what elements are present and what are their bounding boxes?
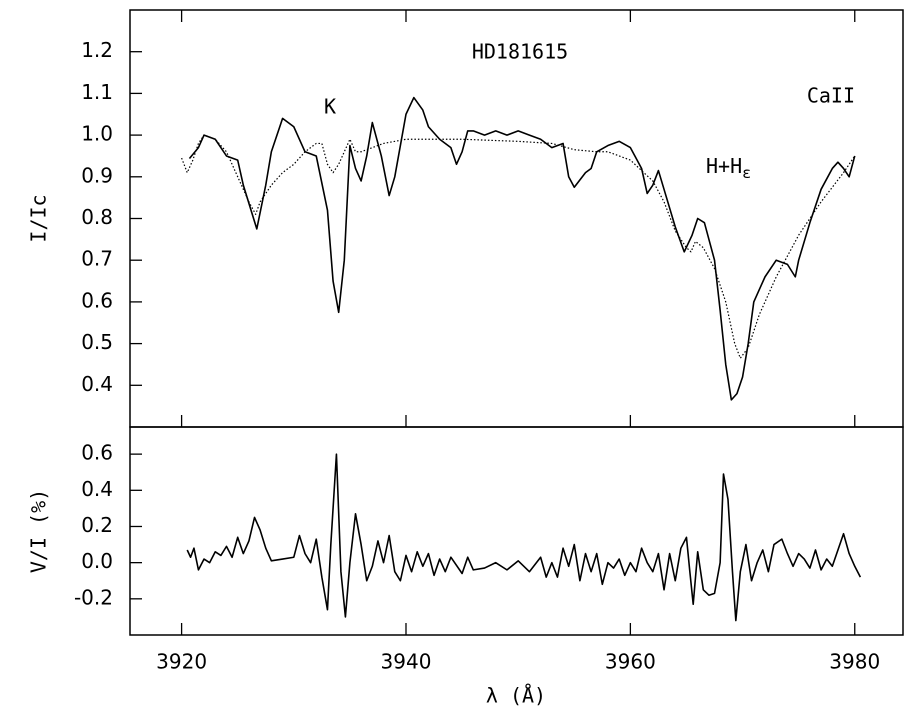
annotation: CaII xyxy=(807,84,855,108)
y-axis-label: I/Ic xyxy=(27,194,51,242)
y-axis-label: V/I (%) xyxy=(27,489,51,573)
panel-frame xyxy=(129,426,904,636)
annotation-subscript: ε xyxy=(742,164,751,182)
x-tick-label: 3920 xyxy=(156,650,207,674)
y-tick-label: 1.1 xyxy=(81,80,113,104)
x-tick-label: 3960 xyxy=(605,650,656,674)
annotation: K xyxy=(324,95,336,119)
annotation-main: H+H xyxy=(706,154,742,178)
y-tick-label: 1.0 xyxy=(81,122,113,146)
x-tick-label: 3980 xyxy=(829,650,880,674)
y-tick-label: 0.0 xyxy=(81,549,113,573)
data-line xyxy=(181,134,856,359)
panel-frame xyxy=(129,9,904,428)
x-tick-label: 3940 xyxy=(381,650,432,674)
annotation: H+Hε xyxy=(706,154,751,182)
chart-title: HD181615 xyxy=(472,40,568,64)
y-tick-label: 0.4 xyxy=(81,477,113,501)
y-tick-label: 0.2 xyxy=(81,513,113,537)
data-line xyxy=(188,96,856,401)
y-tick-label: 1.2 xyxy=(81,38,113,62)
y-tick-label: 0.7 xyxy=(81,247,113,271)
y-tick-label: -0.2 xyxy=(74,585,113,609)
y-tick-label: 0.6 xyxy=(81,441,113,465)
y-tick-label: 0.5 xyxy=(81,330,113,354)
y-tick-label: 0.6 xyxy=(81,288,113,312)
y-tick-label: 0.4 xyxy=(81,372,113,396)
y-tick-label: 0.8 xyxy=(81,205,113,229)
y-tick-label: 0.9 xyxy=(81,163,113,187)
x-axis-label: λ (Å) xyxy=(486,684,546,708)
data-line xyxy=(186,453,862,622)
